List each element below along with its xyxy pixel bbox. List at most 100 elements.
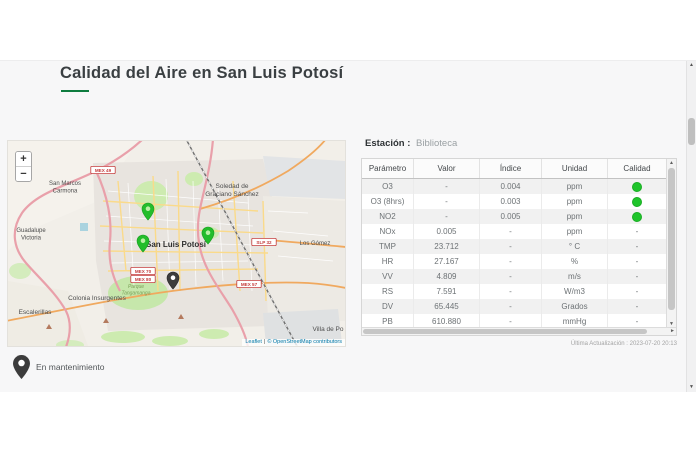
cell-unidad: ° C [542, 239, 608, 254]
map-zoom-control: + − [15, 151, 32, 182]
cell-indice: - [480, 254, 542, 269]
table-row: NO2-0.005 ppm [362, 209, 676, 224]
air-quality-map[interactable]: San Marcos Carmona Guadalupe Victoria Soleda… [8, 141, 345, 346]
cell-parametro: DV [362, 299, 414, 314]
cell-calidad [608, 209, 666, 224]
attribution-separator: | [263, 339, 266, 345]
cell-indice: 0.003 [480, 194, 542, 209]
cell-calidad: - [635, 302, 639, 311]
cell-valor: 23.712 [414, 239, 480, 254]
cell-parametro: NOx [362, 224, 414, 239]
map-label: Soledad de Graciano Sánchez [205, 183, 258, 198]
column-header-calidad: Calidad [623, 164, 651, 173]
cell-unidad: ppm [542, 209, 608, 224]
table-row: O3 (8hrs) -0.003 ppm [362, 194, 676, 209]
map-zoom-out-button[interactable]: − [16, 167, 31, 181]
page-title: Calidad del Aire en San Luis Potosí [60, 64, 344, 82]
table-horizontal-scrollbar[interactable]: ► [362, 327, 676, 335]
cell-indice: - [480, 224, 542, 239]
cell-valor: 4.809 [414, 269, 480, 284]
cell-valor: - [414, 179, 480, 194]
station-name: Biblioteca [416, 138, 458, 149]
svg-text:MEX 57: MEX 57 [241, 282, 258, 287]
quality-good-indicator [632, 196, 642, 207]
road-badge: MEX 70 [130, 267, 156, 275]
cell-unidad: Grados [542, 299, 608, 314]
cell-unidad: % [542, 254, 608, 269]
title-underline [61, 90, 89, 92]
maintenance-pin-icon [13, 355, 30, 379]
cell-valor: 27.167 [414, 254, 480, 269]
cell-indice: - [480, 314, 542, 329]
svg-text:SLP 32: SLP 32 [256, 240, 272, 245]
svg-text:MEX 70: MEX 70 [135, 269, 152, 274]
station-heading: Estación : Biblioteca [365, 138, 457, 149]
table-row: TMP 23.712- ° C- [362, 239, 676, 254]
cell-parametro: PB [362, 314, 414, 329]
page-scrollbar[interactable]: ▲ ▼ [686, 61, 696, 392]
column-header-indice: Índice [480, 159, 542, 178]
cell-calidad: - [635, 317, 639, 326]
table-row: HR 27.167-% - [362, 254, 676, 269]
map-label: Guadalupe Victoria [16, 228, 46, 242]
cell-calidad [608, 194, 666, 209]
openstreetmap-link[interactable]: © OpenStreetMap contributors [267, 339, 342, 345]
scroll-right-icon[interactable]: ► [670, 328, 675, 334]
leaflet-link[interactable]: Leaflet [245, 339, 262, 345]
cell-unidad: ppm [542, 224, 608, 239]
table-row: RS 7.591- W/m3- [362, 284, 676, 299]
page-scroll-up-icon[interactable]: ▲ [689, 62, 694, 68]
quality-good-indicator [632, 181, 642, 192]
cell-parametro: TMP [362, 239, 414, 254]
cell-indice: 0.005 [480, 209, 542, 224]
cell-parametro: RS [362, 284, 414, 299]
map-marker-maintenance[interactable] [166, 271, 180, 290]
cell-valor: 65.445 [414, 299, 480, 314]
column-header-valor: Valor [414, 159, 480, 178]
table-vertical-scrollbar[interactable]: ▲ ▼ [666, 159, 676, 328]
cell-indice: 0.004 [480, 179, 542, 194]
last-update-text: Última Actualización : 2023-07-20 20:13 [570, 341, 677, 347]
road-badge: MEX 80 [130, 275, 156, 283]
table-row: NOx 0.005- ppm - [362, 224, 676, 239]
horizontal-scroll-thumb[interactable] [363, 329, 647, 334]
table-row: VV 4.809- m/s - [362, 269, 676, 284]
map-canvas: San Marcos Carmona Guadalupe Victoria Soleda… [8, 141, 345, 346]
scroll-up-icon[interactable]: ▲ [669, 160, 674, 166]
cell-indice: - [480, 239, 542, 254]
page-scroll-thumb[interactable] [688, 118, 695, 145]
cell-indice: - [480, 269, 542, 284]
cell-calidad: - [635, 287, 639, 296]
map-attribution: Leaflet | © OpenStreetMap contributors [242, 339, 345, 346]
scroll-down-icon[interactable]: ▼ [669, 321, 674, 327]
svg-text:MEX 80: MEX 80 [135, 277, 152, 282]
map-label: San Luis Potosí [146, 240, 207, 249]
cell-parametro: NO2 [362, 209, 414, 224]
map-label: Villa de Po [313, 326, 344, 333]
vertical-scroll-thumb[interactable] [668, 168, 675, 310]
cell-indice: - [480, 284, 542, 299]
map-marker-active[interactable] [201, 226, 215, 245]
column-header-parametro: Parámetro [362, 159, 414, 178]
map-label: Parque Tangamanga [121, 284, 150, 297]
cell-calidad: - [635, 257, 639, 266]
road-badge: MEX 49 [90, 166, 116, 174]
cell-calidad: - [635, 227, 639, 236]
map-zoom-in-button[interactable]: + [16, 152, 31, 167]
maintenance-legend: En mantenimiento [13, 355, 105, 379]
map-label: Colonia Insurgentes [68, 295, 127, 302]
cell-unidad: ppm [542, 194, 608, 209]
svg-text:MEX 49: MEX 49 [95, 168, 112, 173]
measurements-table: Parámetro Valor Índice Unidad Calidad O3-0.0… [361, 158, 677, 336]
map-marker-active[interactable] [136, 234, 150, 253]
cell-unidad: W/m3 [542, 284, 608, 299]
cell-unidad: m/s [542, 269, 608, 284]
page-scroll-down-icon[interactable]: ▼ [689, 384, 694, 390]
cell-calidad: - [635, 272, 639, 281]
table-row: DV 65.445- Grados - [362, 299, 676, 314]
cell-valor: 0.005 [414, 224, 480, 239]
cell-calidad [608, 179, 666, 194]
map-marker-active[interactable] [141, 202, 155, 221]
cell-valor: 7.591 [414, 284, 480, 299]
